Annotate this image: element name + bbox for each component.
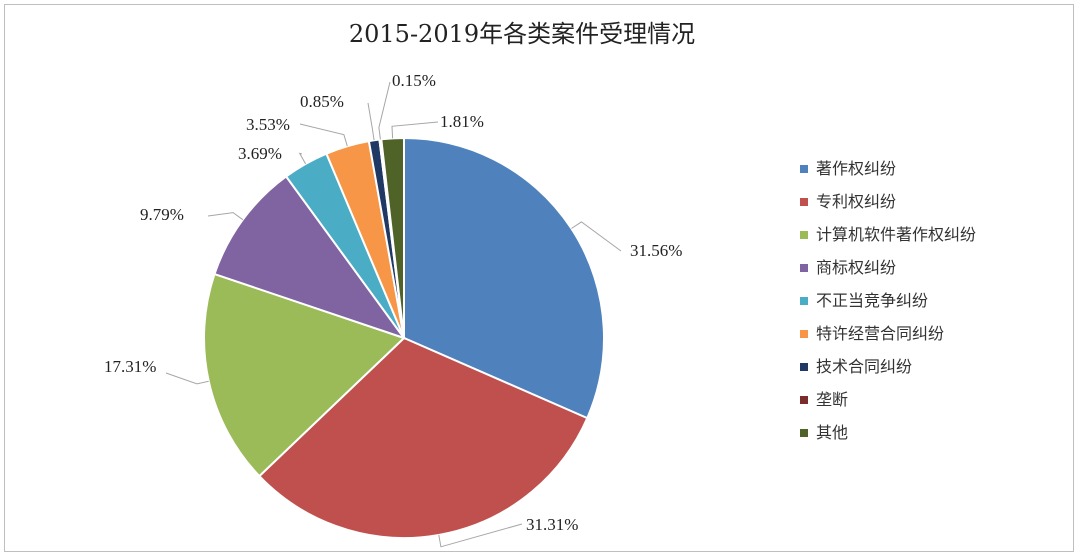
legend-swatch <box>800 363 808 371</box>
leader-line <box>391 121 439 139</box>
leader-line <box>378 81 391 140</box>
leader-line <box>571 221 622 252</box>
legend-label: 商标权纠纷 <box>816 258 896 277</box>
legend-label: 特许经营合同纠纷 <box>816 324 944 343</box>
legend: 著作权纠纷专利权纠纷计算机软件著作权纠纷商标权纠纷不正当竞争纠纷特许经营合同纠纷… <box>800 159 976 442</box>
data-label: 1.81% <box>440 112 484 131</box>
legend-label: 专利权纠纷 <box>816 192 896 211</box>
pie-slice <box>403 136 605 420</box>
legend-swatch <box>800 297 808 305</box>
leader-line <box>438 523 523 548</box>
legend-label: 技术合同纠纷 <box>816 357 912 376</box>
legend-label: 垄断 <box>816 390 848 409</box>
legend-label: 不正当竞争纠纷 <box>816 291 928 310</box>
pie-slice <box>380 136 405 339</box>
legend-swatch <box>800 396 808 404</box>
data-label: 0.15% <box>392 71 436 90</box>
pie-slices <box>203 136 605 540</box>
legend-swatch <box>800 165 808 173</box>
leader-line <box>367 102 375 141</box>
legend-label: 计算机软件著作权纠纷 <box>816 225 976 244</box>
legend-swatch <box>800 264 808 272</box>
data-label: 31.31% <box>526 515 578 534</box>
legend-label: 其他 <box>816 423 848 442</box>
data-label: 3.53% <box>246 115 290 134</box>
data-label: 31.56% <box>630 241 682 260</box>
leader-lines <box>165 81 622 548</box>
data-label: 0.85% <box>300 92 344 111</box>
data-label: 3.69% <box>238 144 282 163</box>
pie-slice <box>203 272 406 478</box>
legend-swatch <box>800 429 808 437</box>
legend-swatch <box>800 198 808 206</box>
leader-line <box>165 372 209 385</box>
legend-swatch <box>800 330 808 338</box>
legend-label: 著作权纠纷 <box>816 159 896 178</box>
chart-title: 2015-2019年各类案件受理情况 <box>349 20 695 48</box>
pie-slice <box>213 175 407 340</box>
data-labels: 31.56% 31.31% 17.31% 9.79% 3.69% 3.53% 0.85% 0.… <box>104 71 682 534</box>
leader-line <box>207 212 244 221</box>
leader-line <box>299 123 348 147</box>
leader-line <box>298 152 307 165</box>
legend-swatch <box>800 231 808 239</box>
data-label: 9.79% <box>140 205 184 224</box>
data-label: 17.31% <box>104 357 156 376</box>
